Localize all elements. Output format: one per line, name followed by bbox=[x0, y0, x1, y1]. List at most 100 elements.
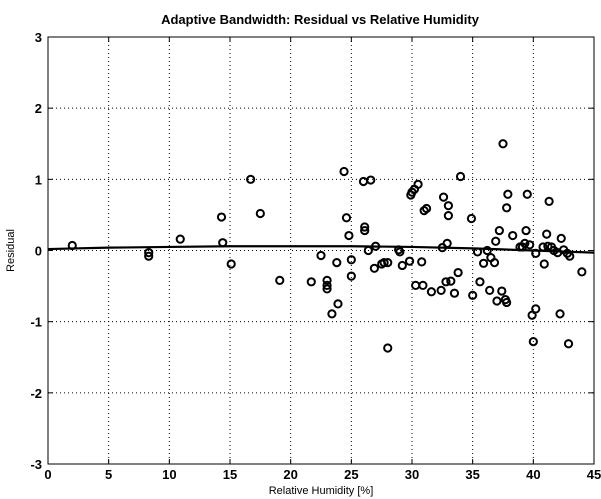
data-point bbox=[449, 288, 460, 298]
y-tick-label: 2 bbox=[35, 101, 42, 116]
data-point bbox=[443, 211, 453, 221]
data-point bbox=[563, 339, 574, 349]
y-tick-label: -1 bbox=[30, 315, 42, 330]
data-point bbox=[144, 248, 154, 258]
y-axis-title: Residual bbox=[5, 229, 17, 272]
data-point bbox=[421, 203, 432, 214]
data-point bbox=[316, 250, 326, 261]
x-axis-title: Relative Humidity [%] bbox=[269, 485, 374, 497]
y-tick-label: 1 bbox=[35, 172, 42, 187]
data-point bbox=[339, 166, 349, 177]
x-tick-label: 5 bbox=[105, 467, 112, 482]
y-tick-label: -2 bbox=[30, 386, 42, 401]
data-point bbox=[565, 251, 575, 261]
data-point bbox=[555, 309, 565, 319]
data-point bbox=[358, 176, 369, 187]
data-point bbox=[489, 257, 500, 268]
data-point bbox=[417, 257, 427, 267]
data-point bbox=[363, 245, 373, 256]
data-point bbox=[383, 343, 393, 353]
data-point bbox=[413, 179, 423, 189]
data-point bbox=[502, 297, 512, 308]
grid bbox=[48, 37, 594, 464]
axis-ticks: 0 5 10 15 20 25 30 35 40 45 -3 -2 -1 0 1 2 3 bbox=[30, 30, 601, 482]
x-tick-label: 35 bbox=[465, 467, 479, 482]
data-point bbox=[144, 251, 154, 261]
data-point bbox=[436, 285, 446, 295]
data-point bbox=[494, 225, 504, 236]
data-point bbox=[426, 287, 437, 297]
fit-line bbox=[47, 245, 595, 254]
data-point bbox=[525, 240, 535, 250]
data-point bbox=[492, 296, 502, 306]
x-tick-label: 30 bbox=[405, 467, 419, 482]
data-point bbox=[538, 242, 548, 252]
data-point bbox=[346, 255, 356, 265]
data-point bbox=[528, 336, 538, 347]
data-point bbox=[226, 259, 236, 269]
data-point bbox=[539, 259, 549, 269]
y-tick-label: 3 bbox=[35, 30, 42, 45]
x-tick-label: 15 bbox=[223, 467, 237, 482]
data-point bbox=[466, 213, 477, 224]
data-point bbox=[369, 263, 379, 273]
fit-line-layer bbox=[47, 245, 595, 254]
data-point bbox=[341, 213, 352, 223]
data-point bbox=[544, 196, 554, 206]
x-tick-label: 40 bbox=[526, 467, 540, 482]
data-point bbox=[216, 212, 227, 222]
data-point bbox=[344, 230, 354, 241]
data-point bbox=[475, 277, 485, 287]
data-point bbox=[333, 299, 343, 309]
data-point bbox=[441, 277, 451, 287]
data-point bbox=[327, 309, 337, 319]
data-point bbox=[468, 290, 478, 300]
data-point bbox=[491, 236, 501, 246]
data-point bbox=[453, 267, 463, 278]
data-point bbox=[332, 257, 342, 268]
data-point bbox=[175, 234, 185, 244]
data-point bbox=[577, 267, 587, 277]
data-point bbox=[395, 247, 405, 257]
data-point bbox=[366, 175, 376, 185]
data-point bbox=[411, 280, 421, 290]
data-point bbox=[322, 275, 332, 285]
data-point bbox=[218, 238, 228, 248]
data-point bbox=[508, 230, 518, 241]
y-tick-label: -3 bbox=[30, 457, 42, 472]
data-point bbox=[542, 229, 552, 239]
data-point bbox=[442, 238, 452, 248]
data-point bbox=[397, 260, 407, 271]
data-point bbox=[306, 277, 316, 287]
x-tick-label: 10 bbox=[162, 467, 176, 482]
x-tick-label: 25 bbox=[344, 467, 358, 482]
data-point bbox=[531, 304, 541, 314]
data-point bbox=[322, 280, 332, 290]
data-point bbox=[520, 238, 530, 248]
data-point bbox=[478, 258, 489, 268]
data-point bbox=[485, 285, 495, 295]
data-point bbox=[67, 240, 77, 251]
data-point bbox=[498, 139, 508, 149]
data-point bbox=[472, 247, 483, 257]
data-point bbox=[503, 189, 513, 199]
data-point bbox=[360, 225, 370, 236]
data-point bbox=[346, 271, 356, 281]
data-point bbox=[502, 203, 512, 213]
data-point bbox=[446, 276, 456, 286]
data-point bbox=[371, 241, 381, 251]
data-point bbox=[360, 222, 370, 232]
data-point bbox=[522, 189, 532, 199]
data-point bbox=[275, 275, 285, 285]
data-point bbox=[379, 257, 389, 268]
data-point bbox=[521, 225, 531, 236]
x-tick-label: 45 bbox=[587, 467, 601, 482]
data-point bbox=[418, 280, 428, 290]
x-tick-label: 20 bbox=[283, 467, 297, 482]
data-point bbox=[438, 192, 449, 202]
y-tick-label: 0 bbox=[35, 244, 42, 259]
data-point bbox=[543, 241, 553, 251]
data-point bbox=[443, 201, 453, 211]
data-point bbox=[482, 245, 492, 256]
